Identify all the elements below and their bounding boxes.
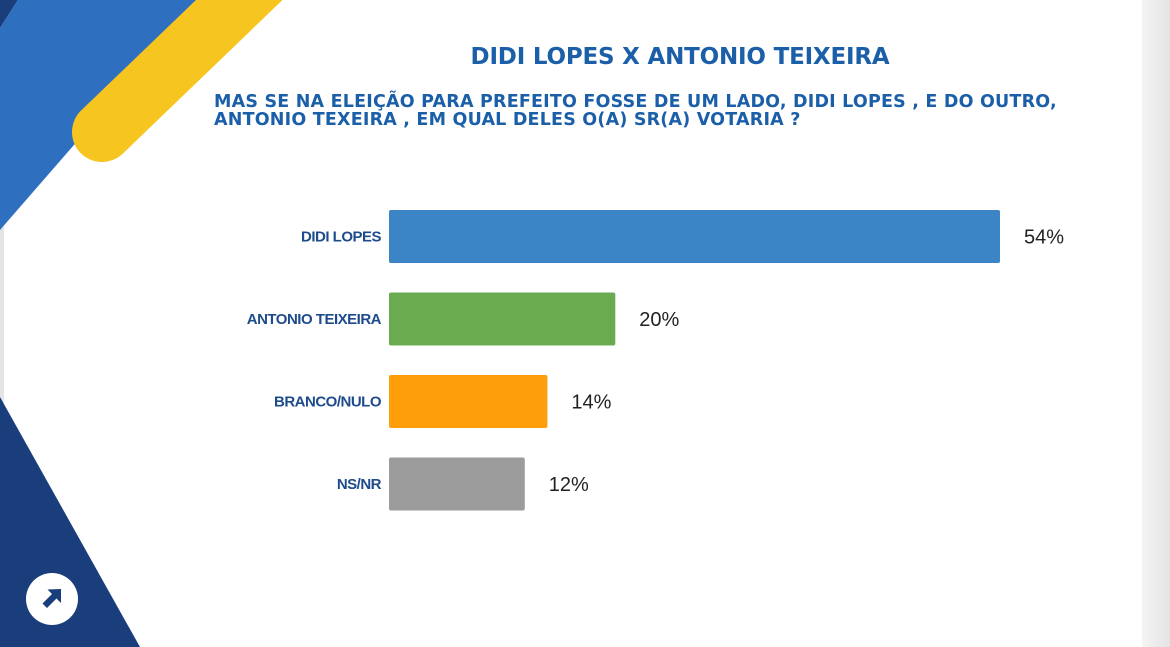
arrow-up-right-icon [42, 589, 61, 608]
frame-edge-left [0, 0, 4, 647]
bar-didi-lopes [389, 210, 1000, 263]
value-label-didi-lopes: 54% [1024, 227, 1064, 249]
value-label-antonio-teixeira: 20% [639, 309, 679, 331]
category-label-ns-nr: NS/NR [337, 476, 382, 493]
chart-panel: DIDI LOPES 54% ANTONIO TEIXEIRA 20% BRANCO/N… [204, 160, 1092, 600]
survey-question: MAS SE NA ELEIÇÃO PARA PREFEITO FOSSE DE… [214, 92, 1057, 130]
chart-title: DIDI LOPES X ANTONIO TEIXEIRA [470, 44, 890, 70]
bar-chart: DIDI LOPES 54% ANTONIO TEIXEIRA 20% BRANCO/N… [247, 210, 1064, 511]
value-label-branco-nulo: 14% [571, 392, 611, 414]
decoration-top-left [0, 0, 283, 230]
frame-edge-right [1142, 0, 1170, 647]
corner-arrow-button[interactable] [26, 573, 78, 625]
category-label-antonio-teixeira: ANTONIO TEIXEIRA [247, 311, 382, 328]
bar-antonio-teixeira [389, 292, 616, 346]
bar-branco-nulo [389, 375, 548, 428]
category-label-didi-lopes: DIDI LOPES [301, 229, 382, 246]
deco-yellow-band [72, 0, 283, 162]
value-label-ns-nr: 12% [549, 474, 589, 496]
category-label-branco-nulo: BRANCO/NULO [274, 394, 382, 411]
bar-ns-nr [389, 457, 525, 511]
